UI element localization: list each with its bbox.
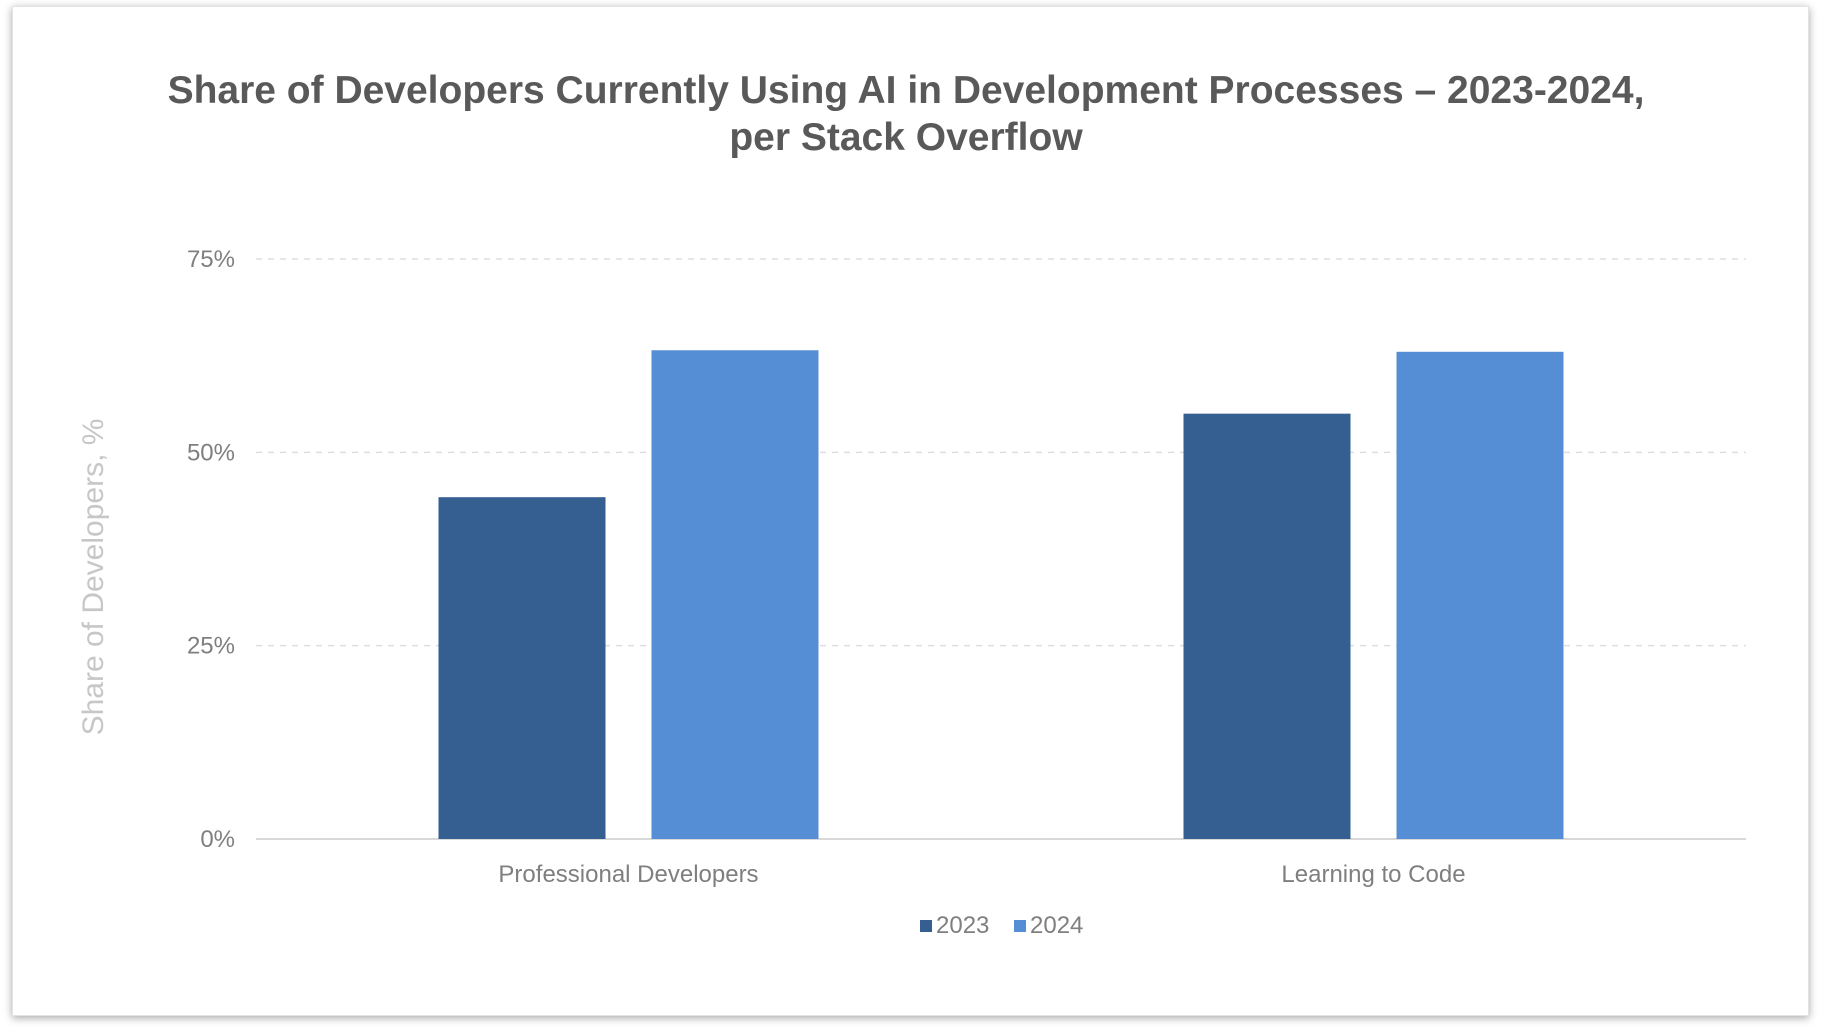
chart-title-line-2: per Stack Overflow	[729, 116, 1083, 159]
legend-swatch-2023	[920, 920, 932, 932]
y-axis-label: Share of Developers, %	[77, 419, 110, 736]
y-tick-label: 75%	[187, 246, 235, 273]
bar-2023-0	[438, 497, 606, 839]
y-tick-label: 25%	[187, 633, 235, 660]
category-labels: Professional Developers Learning to Code	[498, 861, 1465, 888]
chart-title-line-1: Share of Developers Currently Using AI i…	[168, 69, 1645, 112]
legend-label-2024: 2024	[1030, 912, 1083, 939]
bar-2024-0	[651, 350, 819, 839]
y-tick-label: 50%	[187, 439, 235, 466]
bars	[438, 350, 1564, 839]
y-tick-label: 0%	[200, 826, 235, 853]
chart-card: Share of Developers Currently Using AI i…	[12, 6, 1809, 1016]
y-axis-ticks: 0% 25% 50% 75%	[187, 246, 235, 853]
x-category-label: Learning to Code	[1281, 861, 1465, 888]
legend-label-2023: 2023	[936, 912, 989, 939]
bar-chart: Share of Developers Currently Using AI i…	[77, 69, 1746, 939]
legend: 2023 2024	[920, 912, 1083, 939]
legend-swatch-2024	[1014, 920, 1026, 932]
x-category-label: Professional Developers	[498, 861, 758, 888]
bar-2023-1	[1183, 413, 1351, 839]
bar-2024-1	[1396, 351, 1564, 839]
